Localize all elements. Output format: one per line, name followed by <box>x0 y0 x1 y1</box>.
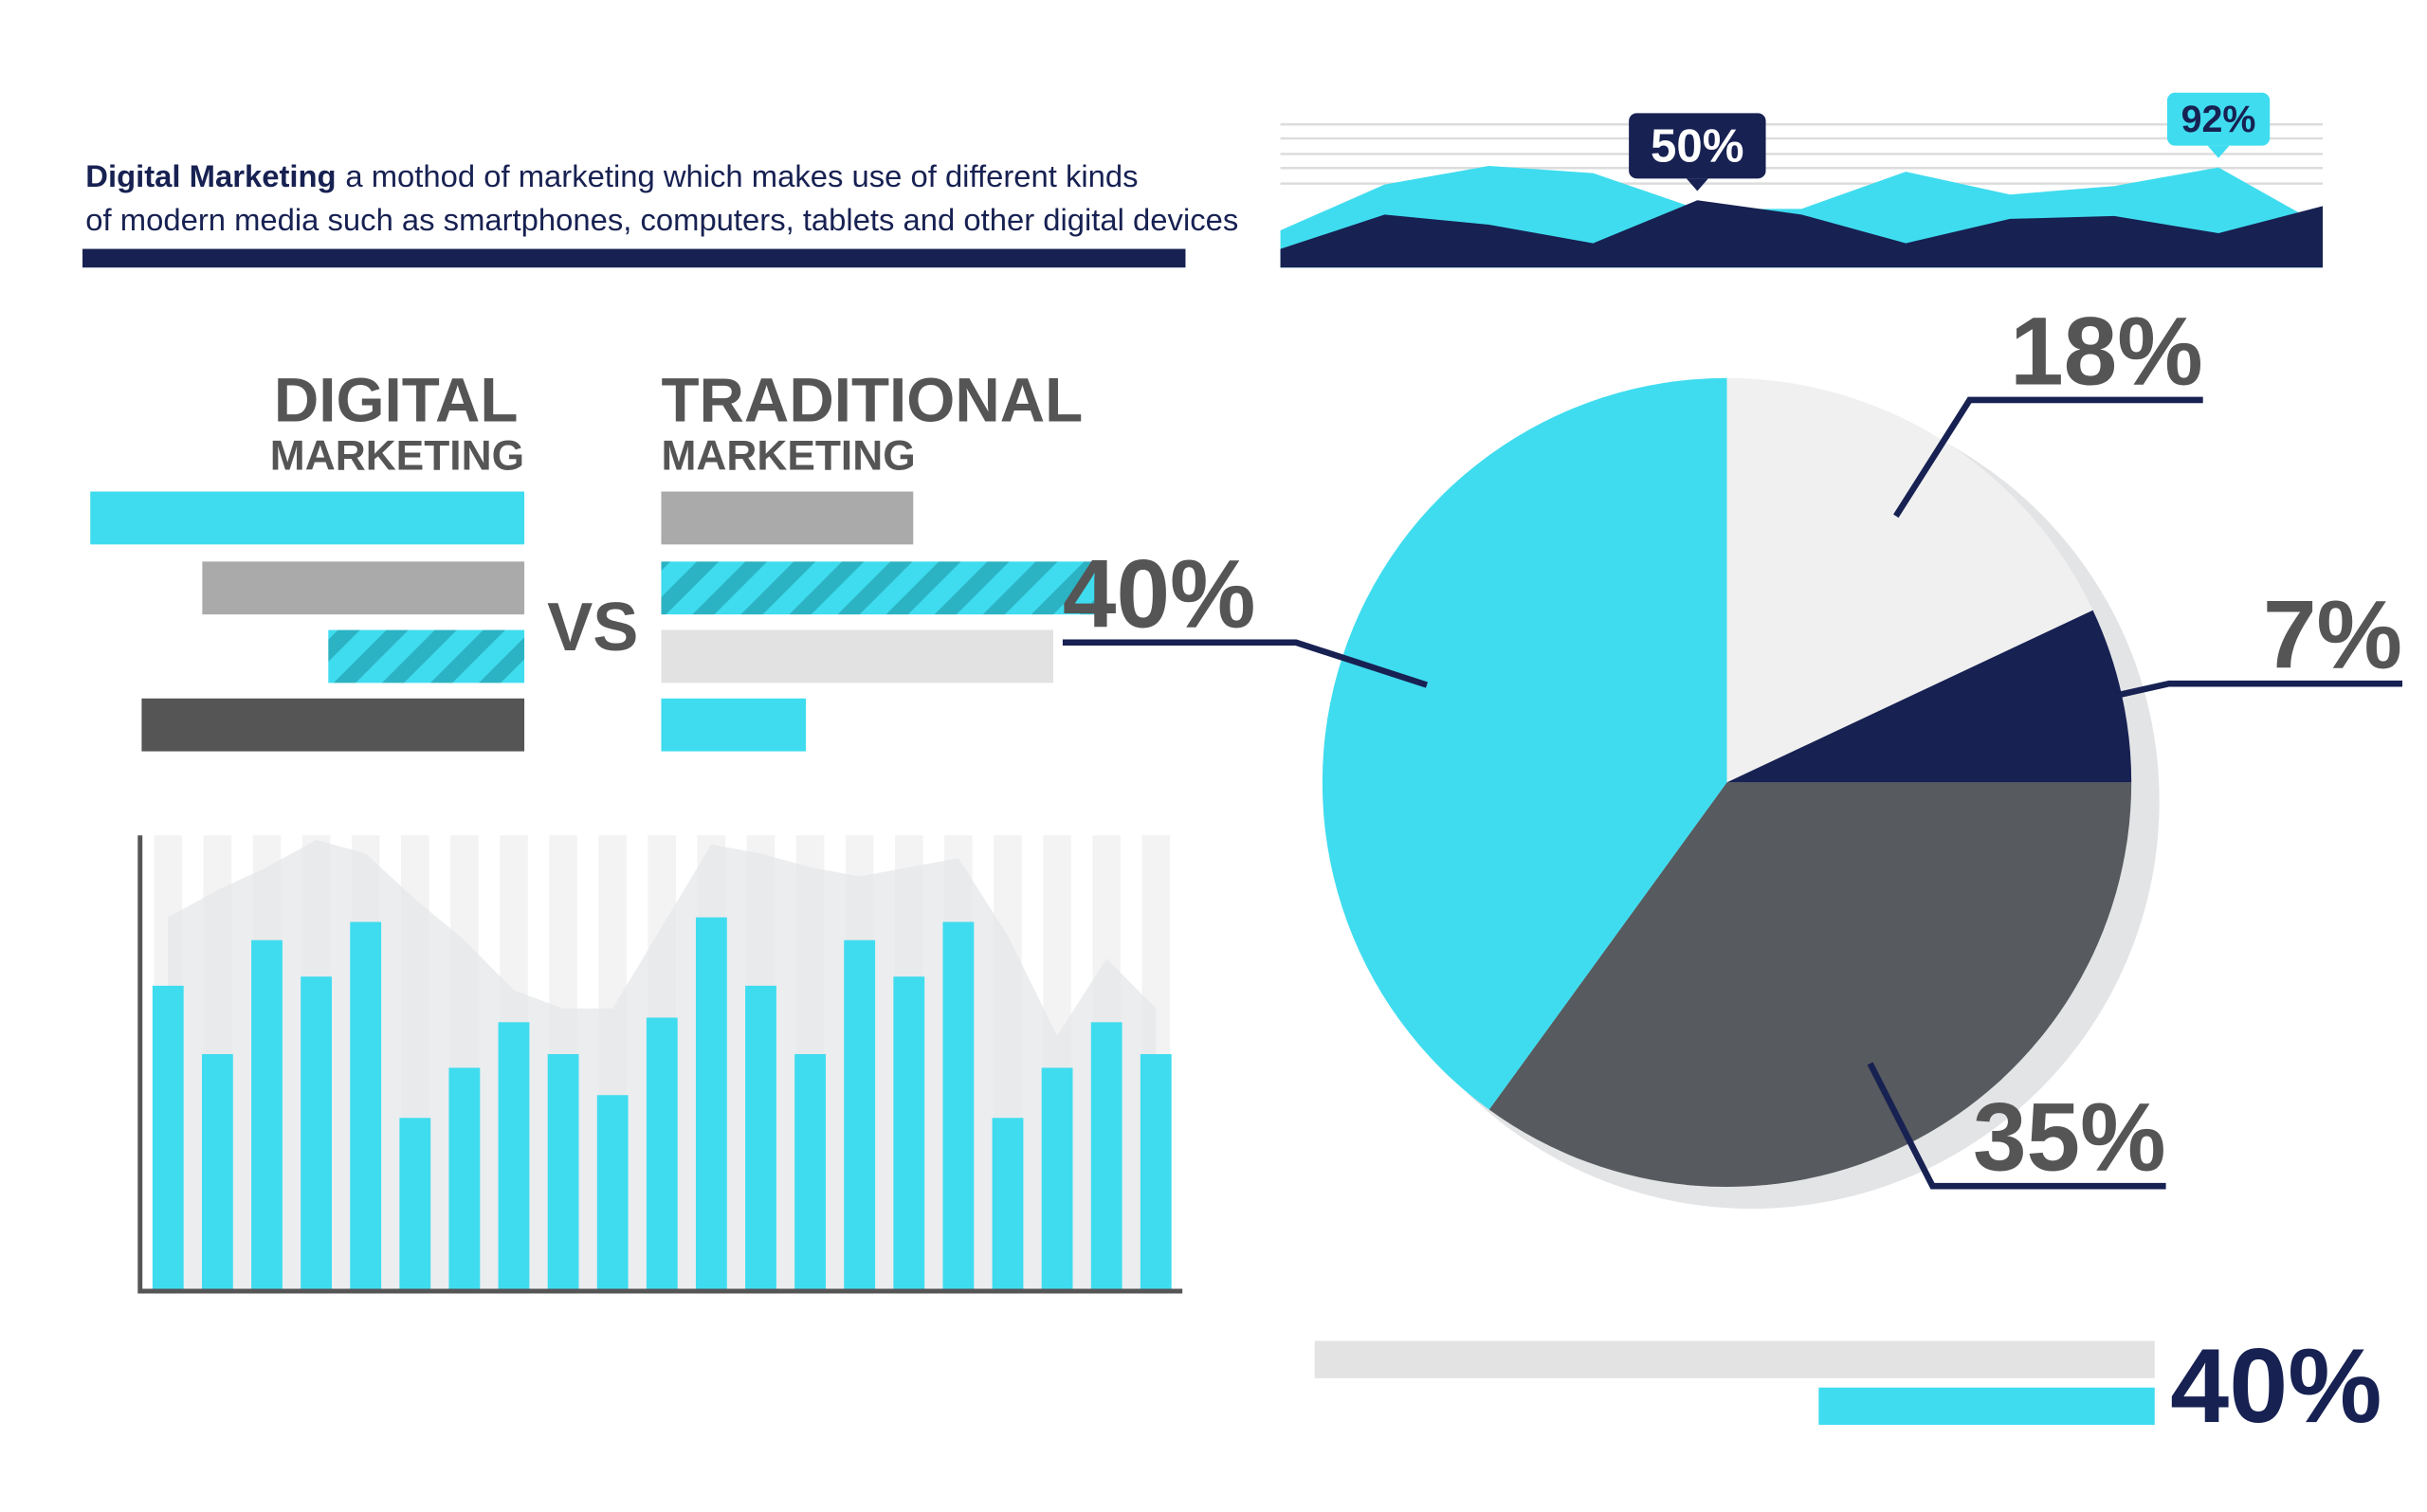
pie-slice <box>1488 782 2132 1188</box>
progress-label: 40% <box>2170 1326 2381 1445</box>
slice-label: 7% <box>2263 581 2402 689</box>
bar <box>661 698 807 752</box>
bar <box>745 985 776 1291</box>
annotation-pointer <box>2207 145 2230 158</box>
bar <box>794 1053 826 1291</box>
bar <box>547 1053 579 1291</box>
pie-slice <box>1726 377 2093 783</box>
annotation: 92% <box>2181 99 2256 140</box>
bar <box>498 1022 530 1291</box>
divider <box>82 248 1186 268</box>
leader-line <box>1062 639 1429 688</box>
bar <box>1041 1067 1073 1291</box>
intro-text: a mothod of marketing which makes use of… <box>345 158 1138 193</box>
bar <box>448 1067 481 1291</box>
pie-slice <box>1322 377 1727 1110</box>
bar <box>399 1118 431 1291</box>
series-title: TRADITIONAL <box>661 366 1083 435</box>
bar <box>596 1095 629 1291</box>
progress-bar <box>1818 1387 2155 1426</box>
bar <box>328 629 525 683</box>
bar <box>1090 1022 1122 1291</box>
bar <box>661 629 1053 683</box>
vs-label: VS <box>547 590 638 665</box>
leader-line <box>1867 1062 2166 1190</box>
area-series <box>1280 200 2323 268</box>
bar <box>202 561 525 615</box>
leader-line <box>2034 680 2402 718</box>
intro-line: Digital Marketing a mothod of marketing w… <box>85 158 1138 193</box>
intro-line: of modern media such as smartphones, com… <box>85 202 1238 237</box>
bar <box>350 921 382 1291</box>
bar <box>301 976 332 1291</box>
annotation-box <box>2166 92 2271 146</box>
bar <box>1140 1053 1172 1291</box>
bar <box>992 1118 1024 1291</box>
progress-track <box>1314 1340 2155 1378</box>
bar <box>695 917 727 1291</box>
bar <box>90 491 525 545</box>
bar <box>646 1017 678 1291</box>
bar <box>152 985 184 1291</box>
series-subtitle: MARKETING <box>661 433 915 480</box>
area-rules <box>1280 123 2323 185</box>
bar <box>893 976 925 1291</box>
bar <box>141 698 525 752</box>
annotation-box <box>1629 113 1766 179</box>
bar <box>201 1053 233 1291</box>
slice-label: 35% <box>1973 1084 2166 1192</box>
annotation: 50% <box>1651 119 1744 172</box>
intro-title: Digital Marketing <box>85 158 336 193</box>
series-subtitle: MARKETING <box>270 433 524 480</box>
bar <box>661 561 1101 615</box>
pie-slice <box>1726 610 2132 783</box>
leader-line <box>1893 396 2203 519</box>
bar <box>251 939 283 1291</box>
slice-label: 40% <box>1063 539 1256 647</box>
bar <box>844 939 876 1291</box>
slice-label: 18% <box>2010 298 2203 406</box>
annotation-pointer <box>1686 178 1708 191</box>
series-title: DIGITAL <box>274 366 519 435</box>
bar <box>942 921 975 1291</box>
bar <box>661 491 914 545</box>
